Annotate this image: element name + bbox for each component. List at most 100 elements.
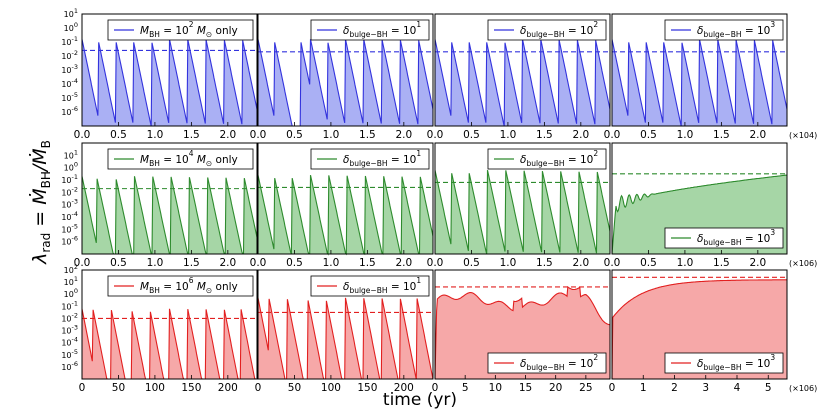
x-tick-label: 0.5 [640, 129, 657, 141]
x-tick-label: 0.0 [604, 257, 621, 269]
panel-0-0: MBH = 102 M⊙ only 101 100 10-1 10-2 10-3 10-4 1… [61, 7, 258, 141]
x-tick-label: 200 [394, 382, 414, 394]
x-tick-label: 1.5 [536, 129, 553, 141]
x-tick-label: 1.5 [536, 257, 553, 269]
y-tick-label: 10-3 [61, 324, 78, 336]
x-tick-label: 25 [579, 382, 592, 394]
panel-frame [81, 13, 258, 127]
x-tick-label: 1.5 [359, 257, 376, 269]
y-tick-label: 102 [64, 263, 78, 275]
x-tick-label: 1.0 [147, 257, 164, 269]
x-tick-label: 0.5 [110, 257, 127, 269]
x-tick-label: 0.0 [74, 129, 91, 141]
x-tick-label: 1.5 [713, 129, 730, 141]
x-tick-label: 150 [357, 382, 377, 394]
legend: MBH = 104 M⊙ only [107, 148, 254, 170]
x-tick-label: 1.0 [500, 129, 517, 141]
legend-label: δbulge−BH = 101 [343, 20, 421, 39]
x-tick-label: 0.5 [463, 257, 480, 269]
panel-frame [257, 142, 434, 255]
y-tick-label: 10-4 [61, 210, 78, 222]
x-tick-label: 1.0 [323, 129, 340, 141]
x-tick-label: 100 [321, 382, 341, 394]
y-tick-label: 100 [64, 287, 78, 299]
panel-0-2: δbulge−BH = 102 0.0 0.5 1.0 1.5 2.0 [427, 13, 611, 141]
legend-label: δbulge−BH = 101 [343, 276, 421, 295]
x-tick-label: 1.0 [323, 257, 340, 269]
panel-1-2: δbulge−BH = 102 0.0 0.5 1.0 1.5 2.0 [427, 142, 611, 269]
series-line [611, 279, 787, 380]
x-tick-label: 1.0 [500, 257, 517, 269]
x-tick-label: 1.5 [183, 129, 200, 141]
x-tick-label: 5 [462, 382, 469, 394]
x-tick-label: 2.0 [219, 257, 236, 269]
panel-frame [81, 142, 258, 255]
legend-label: δbulge−BH = 103 [697, 20, 775, 39]
panel-frame [434, 13, 611, 127]
y-tick-label: 10-6 [61, 360, 78, 372]
panel-frame [81, 269, 258, 380]
x-tick-label: 0.0 [250, 129, 267, 141]
panel-frame [257, 13, 434, 127]
y-tick-label: 10-4 [61, 77, 78, 89]
panel-0-3: δbulge−BH = 103 0.0 0.5 1.0 1.5 2.0 (×104) [604, 13, 817, 141]
x-axis-label: time (yr) [383, 390, 457, 410]
x-tick-label: 0.5 [110, 129, 127, 141]
y-tick-label: 101 [64, 7, 78, 19]
x-tick-label: 2.0 [572, 129, 589, 141]
panel-frame [434, 142, 611, 255]
panel-frame [611, 13, 788, 127]
x-tick-label: 150 [181, 382, 201, 394]
x-tick-label: 1.5 [359, 129, 376, 141]
x-tick-label: 200 [218, 382, 238, 394]
x-tick-label: 2.0 [749, 257, 766, 269]
y-tick-label: 10-5 [61, 91, 78, 103]
x-tick-label: 4 [734, 382, 741, 394]
legend: δbulge−BH = 103 [664, 227, 784, 249]
x-tick-label: 0.5 [286, 129, 303, 141]
y-tick-label: 10-1 [61, 299, 78, 311]
area-fill [435, 170, 610, 254]
series-line [257, 174, 434, 256]
x-multiplier: (×104) [789, 131, 817, 140]
x-tick-label: 2.0 [749, 129, 766, 141]
series-line [81, 308, 257, 380]
panel-2-2: δbulge−BH = 102 0 5 10 15 20 25 [432, 269, 611, 394]
y-tick-label: 10-4 [61, 336, 78, 348]
x-tick-label: 0 [255, 382, 262, 394]
legend: δbulge−BH = 101 [310, 148, 430, 170]
panel-2-0: MBH = 106 M⊙ only10210110010-110-210-310… [61, 263, 258, 394]
series-line [434, 169, 611, 255]
x-tick-label: 50 [288, 382, 301, 394]
legend-label: δbulge−BH = 103 [697, 353, 775, 372]
panel-grid: MBH = 102 M⊙ only10110010-110-210-310-41… [61, 7, 817, 394]
x-tick-label: 2.0 [395, 129, 412, 141]
area-fill [258, 175, 433, 254]
x-tick-label: 2.0 [395, 257, 412, 269]
y-tick-label: 10-3 [61, 198, 78, 210]
legend-label: MBH = 106 M⊙ only [140, 276, 238, 295]
x-tick-label: 0 [432, 382, 439, 394]
y-tick-label: 10-2 [61, 185, 78, 197]
legend-label: MBH = 104 M⊙ only [140, 149, 238, 168]
legend-label: δbulge−BH = 103 [697, 228, 775, 247]
x-tick-label: 50 [112, 382, 125, 394]
legend-label: MBH = 102 M⊙ only [140, 20, 238, 39]
legend: MBH = 106 M⊙ only [107, 275, 254, 297]
series-line [257, 297, 434, 380]
x-tick-label: 1.0 [147, 129, 164, 141]
y-tick-label: 10-3 [61, 63, 78, 75]
panel-frame [611, 269, 788, 380]
x-tick-label: 0 [79, 382, 86, 394]
y-tick-label: 101 [64, 148, 78, 160]
y-tick-label: 10-1 [61, 35, 78, 47]
y-tick-label: 10-2 [61, 49, 78, 61]
y-tick-label: 100 [64, 161, 78, 173]
legend: δbulge−BH = 103 [664, 19, 784, 41]
x-tick-label: 0.5 [640, 257, 657, 269]
y-tick-label: 100 [64, 21, 78, 33]
x-tick-label: 1.0 [677, 257, 694, 269]
panel-frame [611, 142, 788, 255]
panel-2-1: δbulge−BH = 101 0 50 100 150 200 [255, 269, 434, 394]
